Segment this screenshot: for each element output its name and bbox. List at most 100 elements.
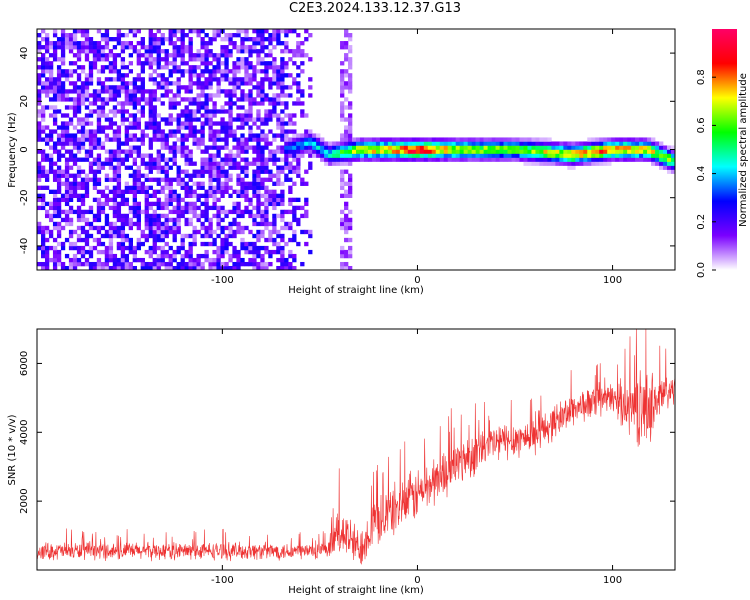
heatmap-cell — [591, 145, 596, 150]
heatmap-cell — [236, 33, 241, 38]
heatmap-cell — [280, 29, 285, 34]
heatmap-cell — [92, 109, 98, 114]
heatmap-cell — [260, 69, 265, 74]
heatmap-cell — [427, 157, 433, 162]
heatmap-cell — [415, 145, 421, 150]
heatmap-cell — [296, 81, 301, 86]
heatmap-cell — [84, 157, 90, 162]
heatmap-cell — [124, 213, 130, 219]
heatmap-cell — [264, 245, 269, 251]
heatmap-cell — [519, 153, 524, 158]
heatmap-cell — [180, 169, 185, 174]
heatmap-cell — [100, 145, 106, 150]
heatmap-cell — [667, 153, 672, 158]
heatmap-cell — [48, 137, 54, 142]
heatmap-cell — [192, 133, 197, 138]
heatmap-cell — [236, 257, 241, 263]
heatmap-cell — [232, 201, 237, 207]
heatmap-cell — [48, 257, 54, 263]
heatmap-cell — [116, 125, 122, 130]
heatmap-cell — [280, 85, 285, 90]
heatmap-cell — [40, 105, 46, 110]
heatmap-cell — [37, 261, 42, 267]
heatmap-cell — [220, 249, 225, 255]
heatmap-cell — [52, 253, 58, 259]
heatmap-cell — [539, 153, 544, 158]
heatmap-cell — [348, 245, 353, 251]
heatmap-cell — [316, 137, 321, 142]
heatmap-cell — [56, 261, 62, 267]
heatmap-cell — [583, 161, 588, 166]
heatmap-cell — [56, 149, 62, 154]
heatmap-cell — [507, 137, 512, 142]
heatmap-cell — [212, 261, 217, 267]
heatmap-cell — [599, 157, 604, 162]
heatmap-cell — [48, 85, 54, 90]
heatmap-cell — [184, 201, 189, 207]
heatmap-cell — [152, 217, 157, 223]
heatmap-cell — [395, 145, 401, 150]
heatmap-cell — [88, 129, 94, 134]
heatmap-cell — [96, 201, 102, 207]
heatmap-cell — [164, 141, 169, 146]
heatmap-cell — [80, 225, 86, 231]
heatmap-cell — [284, 157, 289, 162]
heatmap-cell — [260, 209, 265, 215]
heatmap-cell — [344, 85, 349, 90]
heatmap-cell — [280, 261, 285, 267]
heatmap-cell — [64, 125, 70, 130]
heatmap-cell — [92, 245, 98, 251]
heatmap-cell — [100, 209, 106, 215]
heatmap-cell — [587, 145, 592, 150]
heatmap-cell — [68, 245, 74, 251]
heatmap-cell — [208, 49, 213, 54]
heatmap-cell — [144, 213, 149, 219]
heatmap-cell — [571, 165, 576, 170]
heatmap-cell — [256, 173, 261, 178]
heatmap-cell — [112, 233, 118, 239]
heatmap-cell — [120, 121, 126, 126]
heatmap-cell — [348, 129, 353, 134]
heatmap-cell — [264, 237, 269, 243]
heatmap-cell — [184, 193, 189, 198]
heatmap-cell — [252, 221, 257, 227]
heatmap-cell — [37, 161, 42, 166]
heatmap-cell — [292, 129, 297, 134]
heatmap-cell — [248, 101, 253, 106]
heatmap-cell — [56, 181, 62, 186]
heatmap-cell — [104, 265, 110, 271]
heatmap-cell — [124, 233, 130, 239]
heatmap-cell — [76, 157, 82, 162]
heatmap-cell — [284, 49, 289, 54]
heatmap-cell — [399, 153, 405, 158]
heatmap-cell — [196, 213, 201, 219]
heatmap-cell — [172, 233, 177, 239]
heatmap-cell — [184, 209, 189, 215]
heatmap-cell — [523, 161, 528, 166]
heatmap-cell — [379, 137, 385, 142]
heatmap-cell — [292, 169, 297, 174]
heatmap-cell — [288, 121, 293, 126]
heatmap-cell — [60, 89, 66, 94]
heatmap-cell — [80, 33, 86, 38]
heatmap-cell — [204, 93, 209, 98]
heatmap-cell — [148, 113, 153, 118]
heatmap-cell — [523, 137, 528, 142]
heatmap-cell — [503, 137, 508, 142]
heatmap-cell — [80, 65, 86, 70]
heatmap-cell — [168, 73, 173, 78]
heatmap-cell — [519, 145, 524, 150]
heatmap-cell — [188, 153, 193, 158]
heatmap-cell — [244, 65, 249, 70]
heatmap-cell — [559, 157, 564, 162]
heatmap-cell — [164, 261, 169, 267]
heatmap-cell — [44, 105, 50, 110]
heatmap-cell — [340, 81, 345, 86]
heatmap-cell — [172, 153, 177, 158]
heatmap-cell — [112, 193, 118, 198]
heatmap-cell — [176, 177, 181, 182]
heatmap-cell — [248, 109, 253, 114]
heatmap-cell — [168, 157, 173, 162]
heatmap-cell — [340, 45, 345, 50]
heatmap-cell — [56, 41, 62, 46]
